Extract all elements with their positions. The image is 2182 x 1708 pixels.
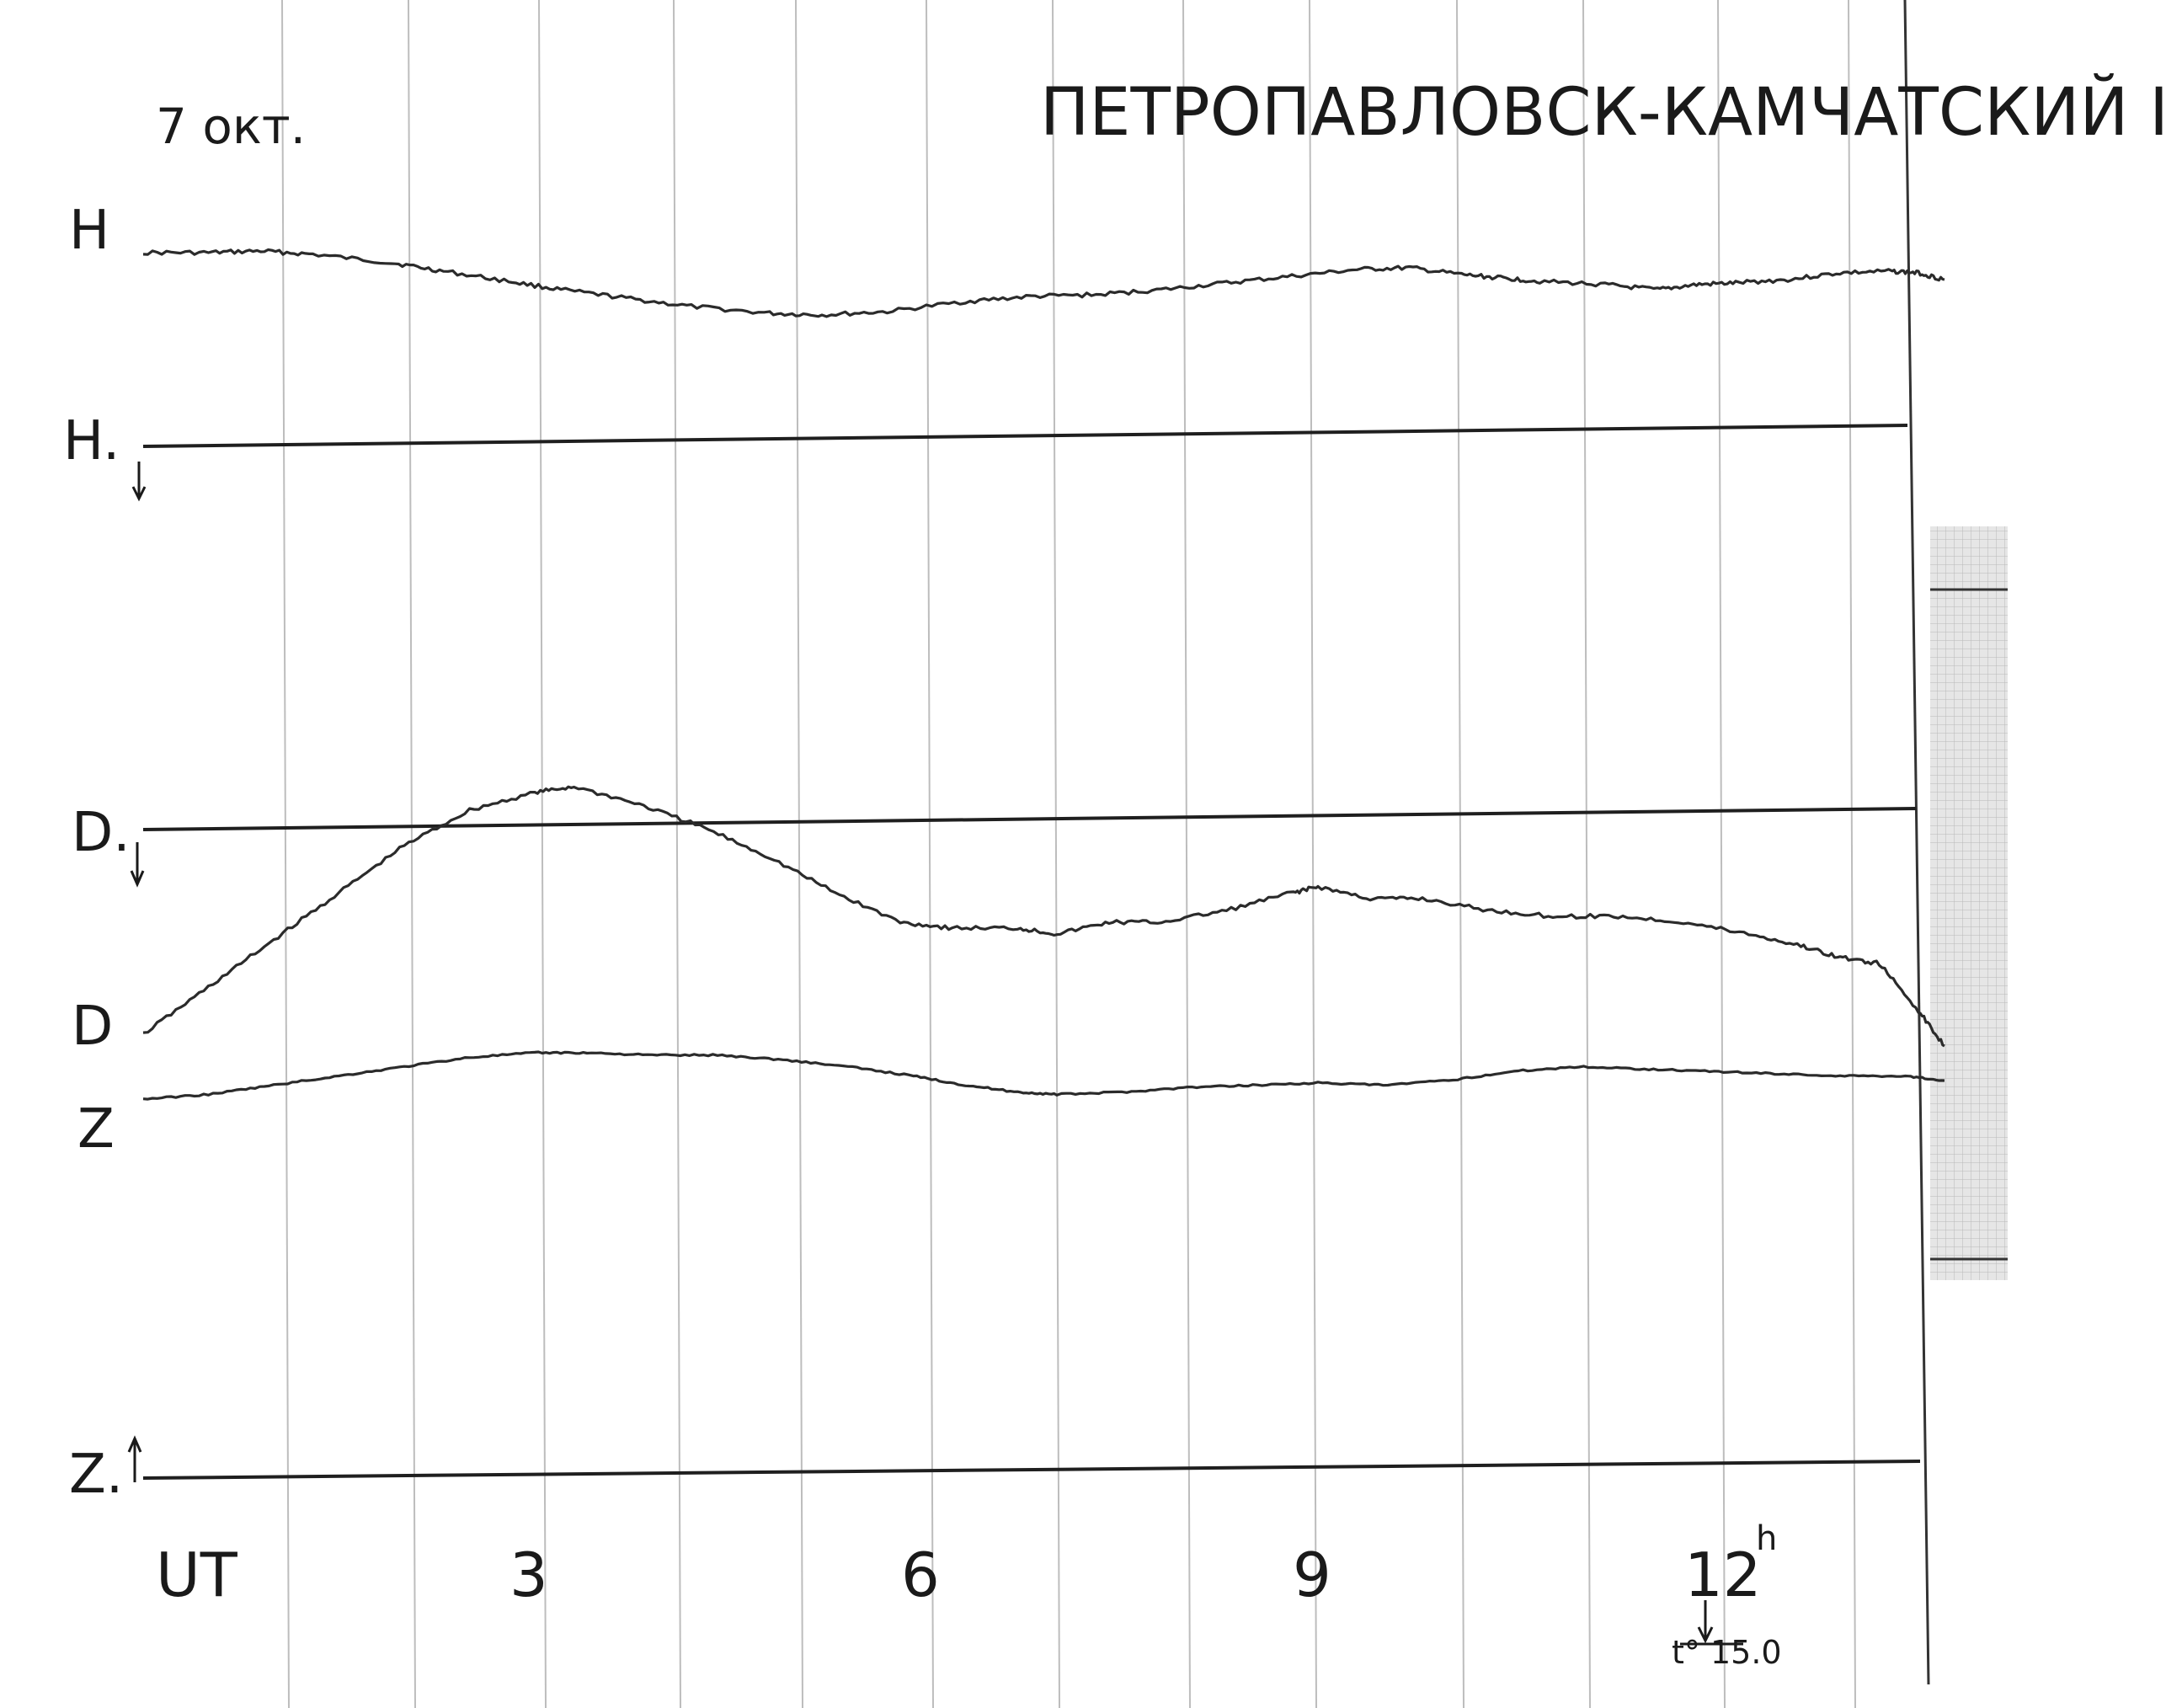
grid-line <box>281 0 290 1708</box>
grid-line <box>1182 0 1191 1708</box>
x-tick-label: 6 <box>901 1540 940 1610</box>
grid-line <box>1848 0 1856 1708</box>
z0-up-arrow-icon <box>127 1435 142 1482</box>
trace-h <box>142 248 1945 318</box>
x-axis-ticks: 3 6 9 12h <box>509 1519 1777 1610</box>
grid-line <box>1717 0 1726 1708</box>
trace-z <box>142 1050 1945 1101</box>
grid-line <box>1309 0 1317 1708</box>
x-tick-unit-sup: h <box>1756 1519 1777 1558</box>
label-z: Z <box>77 1098 115 1161</box>
d0-down-arrow-icon <box>130 842 145 888</box>
station-title: ПЕТРОПАВЛОВСК-КАМЧАТСКИЙ I <box>1040 73 2169 151</box>
x-tick-label: 9 <box>1293 1540 1331 1610</box>
grid-line <box>795 0 803 1708</box>
end-of-record-line <box>1903 0 1930 1685</box>
x-tick-label: 12 <box>1684 1540 1762 1610</box>
label-d: D <box>72 995 113 1058</box>
label-h: H <box>69 200 109 262</box>
h0-down-arrow-icon <box>131 462 147 502</box>
grid-line <box>1456 0 1464 1708</box>
calibration-strip <box>1930 526 2008 1280</box>
grid-line <box>926 0 934 1708</box>
grid-line <box>1582 0 1591 1708</box>
baseline-d0 <box>142 807 1917 831</box>
trace-d <box>142 785 1945 1048</box>
baseline-h0 <box>142 424 1908 448</box>
date-label: 7 окт. <box>156 98 306 155</box>
grid-line <box>1052 0 1060 1708</box>
baseline-z0 <box>142 1460 1921 1480</box>
x-axis-label: UT <box>156 1540 238 1610</box>
grid-line <box>673 0 681 1708</box>
temperature-label: t° 15.0 <box>1672 1634 1782 1671</box>
grid-line <box>408 0 416 1708</box>
temperature-annotation: t° 15.0 <box>1672 1600 1782 1671</box>
label-d0: D. <box>72 802 131 864</box>
label-h0: H. <box>63 410 120 472</box>
x-tick-label: 3 <box>509 1540 548 1610</box>
label-z0: Z. <box>69 1444 123 1506</box>
